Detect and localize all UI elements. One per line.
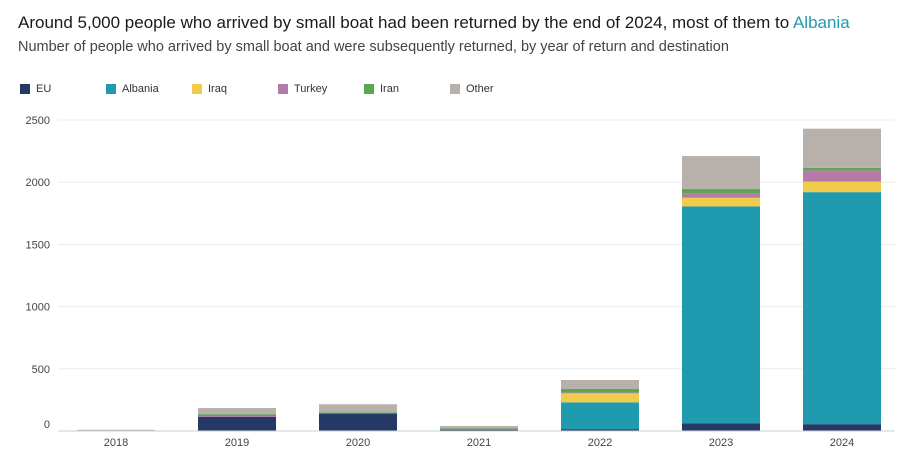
stacked-bar-chart: 0 500 1000 1500 2000 2500 2018 2019 2020 2021 2022…: [26, 115, 895, 449]
bar-2023-iran: [682, 189, 760, 194]
legend-swatch-iran: [364, 84, 374, 94]
legend-item-turkey: Turkey: [278, 80, 327, 98]
legend-label-other: Other: [466, 83, 494, 95]
bar-2024-iran: [803, 167, 881, 171]
chart-title-main: Around 5,000 people who arrived by small…: [18, 13, 793, 32]
x-tick-label-2023: 2023: [709, 437, 733, 449]
bar-2021-other: [440, 426, 518, 429]
bar-2021-albania: [440, 429, 518, 430]
legend-item-iran: Iran: [364, 80, 399, 98]
legend-item-iraq: Iraq: [192, 80, 227, 98]
bar-2019-turkey: [198, 416, 276, 417]
bar-2022-turkey: [561, 392, 639, 394]
legend-item-eu: EU: [20, 80, 51, 98]
legend-item-other: Other: [450, 80, 494, 98]
bar-2021-eu: [440, 429, 518, 431]
bar-2023-iraq: [682, 197, 760, 207]
bar-2023-other: [682, 156, 760, 190]
chart-title-highlight: Albania: [792, 13, 850, 32]
bar-2024-eu: [803, 424, 881, 431]
bar-2024-albania: [803, 192, 881, 425]
x-tick-label-2019: 2019: [225, 437, 249, 449]
bar-2022-iran: [561, 388, 639, 393]
legend-label-turkey: Turkey: [294, 83, 328, 95]
bar-2024-turkey: [803, 170, 881, 182]
y-tick-label: 1500: [26, 239, 50, 251]
chart-title: Around 5,000 people who arrived by small…: [18, 12, 898, 34]
bar-2020-eu: [319, 413, 397, 431]
bar-2024-other: [803, 128, 881, 168]
y-tick-label: 0: [44, 419, 50, 431]
bar-2019-eu: [198, 416, 276, 431]
bar-2019-iran: [198, 414, 276, 417]
legend-label-albania: Albania: [122, 83, 159, 95]
y-tick-label: 500: [32, 364, 50, 376]
legend-item-albania: Albania: [106, 80, 159, 98]
legend-swatch-albania: [106, 84, 116, 94]
x-tick-label-2024: 2024: [830, 437, 854, 449]
bar-2019-other: [198, 407, 276, 415]
chart-subtitle: Number of people who arrived by small bo…: [18, 39, 729, 55]
y-tick-label: 1000: [26, 302, 50, 314]
legend-label-iraq: Iraq: [208, 83, 227, 95]
bar-2020-other: [319, 404, 397, 413]
bar-2022-eu: [561, 429, 639, 431]
x-tick-label-2021: 2021: [467, 437, 491, 449]
bar-2020-iran: [319, 412, 397, 414]
legend-label-iran: Iran: [380, 83, 399, 95]
bar-2022-albania: [561, 402, 639, 430]
bar-2022-other: [561, 379, 639, 389]
legend-swatch-turkey: [278, 84, 288, 94]
bar-2018-other: [77, 429, 155, 431]
y-tick-label: 2000: [26, 177, 50, 189]
bar-2023-eu: [682, 423, 760, 431]
bar-2022-iraq: [561, 393, 639, 403]
y-tick-label: 2500: [26, 115, 50, 127]
legend-swatch-other: [450, 84, 460, 94]
bar-2023-turkey: [682, 193, 760, 198]
bar-2023-albania: [682, 206, 760, 424]
x-tick-label-2020: 2020: [346, 437, 370, 449]
bar-2024-iraq: [803, 181, 881, 193]
bar-2021-iran: [440, 428, 518, 430]
x-tick-label-2018: 2018: [104, 437, 128, 449]
legend-label-eu: EU: [36, 83, 52, 95]
legend-swatch-iraq: [192, 84, 202, 94]
x-tick-label-2022: 2022: [588, 437, 612, 449]
legend-swatch-eu: [20, 84, 30, 94]
